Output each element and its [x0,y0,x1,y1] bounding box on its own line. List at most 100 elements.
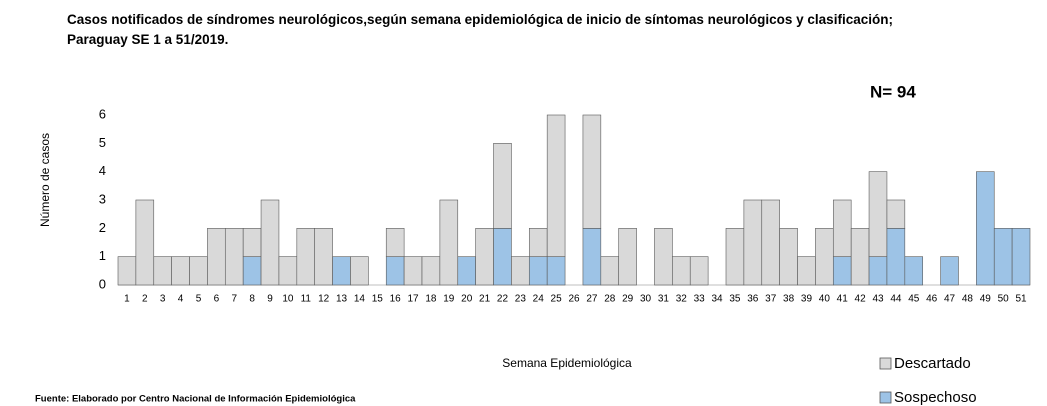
bar-segment [618,228,637,286]
bar-segment [242,228,262,257]
bar-segment [439,199,459,286]
x-tick-label: 8 [249,294,255,305]
x-tick-label: 17 [407,294,419,305]
bar-segment [868,171,888,257]
bar-segment [242,256,262,286]
y-tick-label: 5 [99,135,106,150]
bar-segment [850,228,870,286]
bar-segment [832,199,852,257]
x-tick-label: 9 [267,294,273,305]
x-tick-label: 27 [586,294,598,305]
x-tick-label: 11 [301,294,312,305]
x-tick-label: 51 [1015,294,1027,305]
x-tick-label: 20 [461,294,473,305]
x-tick-label: 12 [318,294,330,305]
bar-segment [582,114,602,229]
bar-segment [332,256,351,286]
bar-segment [475,228,494,286]
legend-label: Descartado [894,355,971,372]
x-tick-label: 44 [890,294,902,305]
x-tick-label: 32 [676,294,688,305]
x-tick-label: 45 [908,294,920,305]
bar-segment [725,228,745,286]
bar-segment [993,228,1013,286]
bar-segment [511,256,530,286]
x-tick-label: 40 [819,294,831,305]
bar-segment [582,228,602,286]
bar-segment [117,256,137,286]
bar-segment [224,228,244,286]
x-tick-label: 35 [729,294,741,305]
bar-segment [457,256,476,286]
x-tick-label: 43 [872,294,884,305]
x-tick-label: 22 [497,294,509,305]
x-tick-label: 16 [390,294,402,305]
legend-label: Sospechoso [894,389,977,406]
x-tick-label: 10 [282,294,294,305]
x-tick-label: 33 [694,294,706,305]
x-tick-label: 37 [765,294,777,305]
x-tick-label: 24 [533,294,545,305]
bar-segment [493,143,512,229]
y-tick-label: 0 [99,276,106,291]
y-tick-label: 6 [99,106,106,121]
y-tick-label: 1 [99,248,106,263]
bar-segment [940,256,959,286]
x-tick-label: 18 [425,294,437,305]
source: Fuente: Elaborado por Centro Nacional de… [35,394,356,405]
x-tick-label: 2 [142,294,148,305]
x-tick-label: 29 [622,294,634,305]
bar-segment [868,256,888,286]
x-tick-label: 48 [962,294,974,305]
bar-segment [600,256,620,286]
bar-segment [672,256,691,286]
y-tick-label: 4 [99,163,106,178]
bar-segment [815,228,834,286]
x-tick-label: 31 [658,294,670,305]
x-tick-label: 1 [124,294,130,305]
bar-segment [797,256,816,286]
bar-segment [207,228,226,286]
bar-segment [278,256,298,286]
bar-segment [528,228,548,257]
y-tick-label: 2 [99,220,106,235]
bar-segment [385,256,405,286]
bar-segment [546,256,566,286]
chart-title: Casos notificados de síndromes neurológi… [67,12,893,47]
bar-segment [976,171,995,286]
x-tick-label: 14 [354,294,366,305]
x-tick-label: 36 [747,294,759,305]
bar-segment [421,256,441,286]
bar-segment [761,199,780,286]
x-tick-label: 34 [711,294,723,305]
x-tick-label: 4 [178,294,184,305]
bar-segment [1011,228,1031,286]
x-tick-label: 19 [443,294,455,305]
annotation: N= 94 [870,82,916,101]
x-tick-label: 28 [604,294,616,305]
x-tick-label: 47 [944,294,956,305]
legend-swatch [879,357,892,370]
bar-segment [546,114,566,257]
x-tick-label: 39 [801,294,813,305]
x-tick-label: 23 [515,294,527,305]
bar-segment [886,228,906,286]
bar-segment [171,256,190,286]
y-axis-label: Número de casos [38,133,52,227]
x-tick-label: 15 [372,294,384,305]
bar-segment [904,256,924,286]
bar-segment [403,256,423,286]
bar-segment [832,256,852,286]
x-tick-label: 7 [231,294,237,305]
bar-segment [779,228,798,286]
bar-segment [350,256,369,286]
bar-segment [385,228,405,257]
bar-segment [528,256,548,286]
bar-segment [314,228,333,286]
x-tick-label: 30 [640,294,652,305]
x-tick-label: 26 [568,294,580,305]
x-tick-label: 13 [336,294,348,305]
x-tick-label: 50 [998,294,1010,305]
